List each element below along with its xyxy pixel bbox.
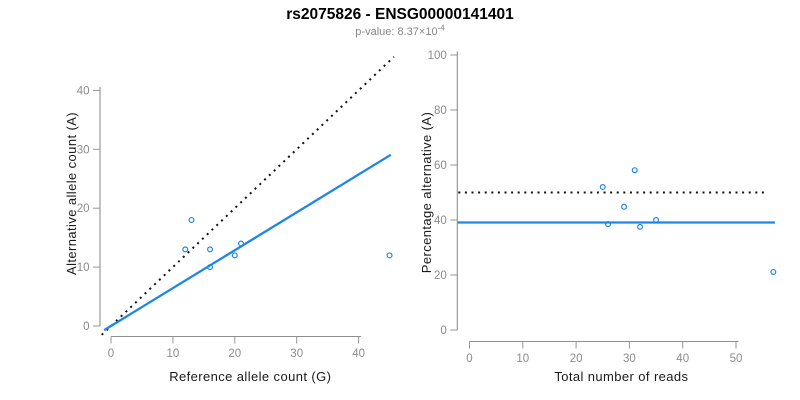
data-point [182,246,189,253]
pvalue-subtitle: p-value: 8.37×10-4 [0,23,800,38]
allelic-ratio-fit-line [103,153,392,332]
y-tick-label: 10 [77,262,90,274]
pvalue-text: p-value: 8.37×10 [355,26,438,38]
data-point [637,223,644,230]
data-point [599,184,606,191]
x-tick-label: 0 [466,353,472,365]
identity-line [101,56,395,336]
allele-count-plot: 0 10 20 30 40 0 10 20 30 40 Reference allele count… [64,56,395,384]
y-tick-label: 100 [428,50,447,62]
percentage-reads-plot: 0 20 40 60 80 100 0 10 20 30 40 50 Total number of r… [419,50,777,384]
data-point [207,246,214,253]
page-title: rs2075826 - ENSG00000141401 [286,6,514,23]
data-point [386,252,393,259]
x-tick-label: 20 [228,348,241,360]
y-tick-label: 0 [83,321,89,333]
x-tick-label: 40 [352,348,365,360]
x-tick-label: 40 [676,353,689,365]
x-axis-title: Reference allele count (G) [169,369,331,384]
data-point [605,221,612,228]
data-point [237,240,244,247]
y-axis-title: Percentage alternative (A) [419,112,434,273]
y-axis-title: Alternative allele count (A) [64,112,79,275]
data-point [207,264,214,271]
y-tick-label: 40 [434,215,447,227]
y-tick-label: 80 [434,105,447,117]
y-tick-label: 20 [77,203,90,215]
pvalue-exponent: -4 [437,23,445,33]
x-tick-label: 10 [167,348,180,360]
y-tick-label: 30 [77,144,90,156]
x-tick-label: 20 [570,353,583,365]
y-tick-label: 40 [77,85,90,97]
x-axis-title: Total number of reads [554,369,688,384]
y-tick-label: 60 [434,160,447,172]
data-point [653,217,660,224]
y-tick-label: 20 [434,270,447,282]
x-tick-label: 10 [516,353,529,365]
data-point [231,252,238,259]
x-tick-label: 30 [290,348,303,360]
data-point [621,203,628,210]
x-tick-label: 50 [730,353,743,365]
x-tick-label: 30 [623,353,636,365]
x-tick-label: 0 [108,348,114,360]
data-point [631,167,638,174]
data-point [188,216,195,223]
y-tick-label: 0 [440,325,446,337]
data-point [770,268,777,275]
